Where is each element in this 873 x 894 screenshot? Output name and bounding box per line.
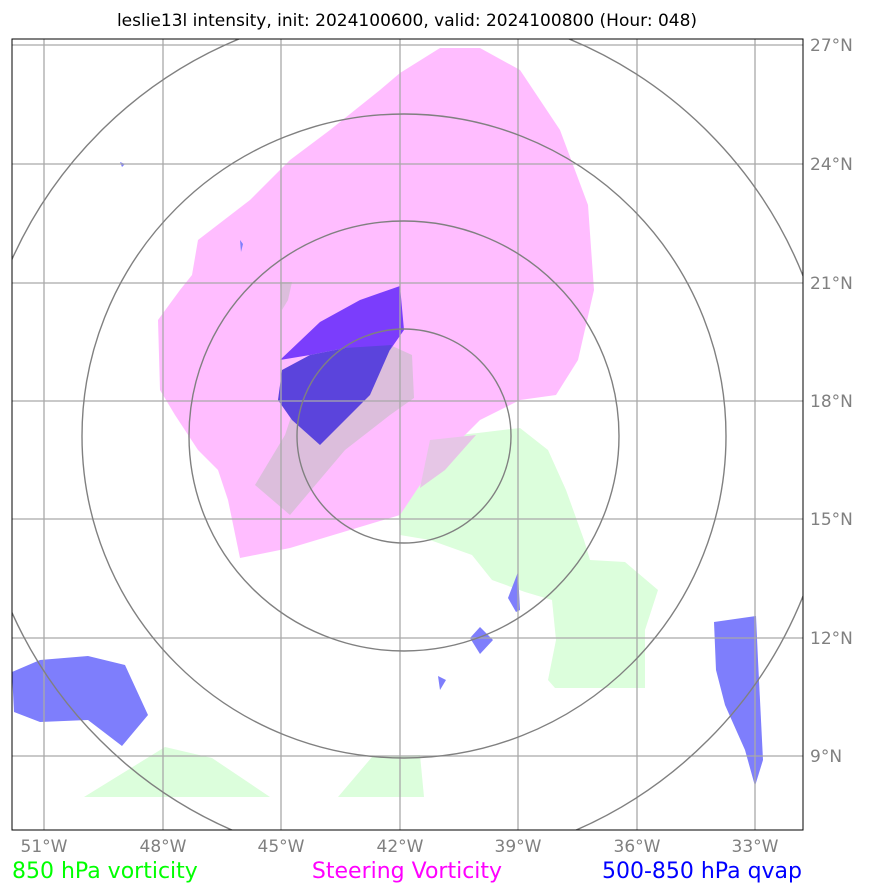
graticule bbox=[12, 39, 803, 830]
lon-label-39w: 39°W bbox=[495, 837, 542, 857]
steering-vorticity-spine bbox=[280, 282, 292, 310]
legend-850-hpa-vorticity: 850 hPa vorticity bbox=[12, 859, 198, 884]
qvap-patch-central-2 bbox=[470, 627, 493, 654]
lat-label-21n: 21°N bbox=[810, 274, 853, 294]
range-ring-1 bbox=[296, 328, 512, 544]
legend-500-850-hpa-qvap: 500-850 hPa qvap bbox=[602, 859, 802, 884]
qvap-patch-dot-2 bbox=[240, 240, 243, 252]
qvap-patch-east bbox=[714, 616, 763, 786]
range-ring-3 bbox=[81, 113, 727, 759]
qvap-core-lower bbox=[278, 345, 392, 445]
legend-steering-vorticity: Steering Vorticity bbox=[312, 859, 502, 884]
qvap-core-upper bbox=[280, 286, 404, 360]
range-ring-2 bbox=[188, 220, 620, 652]
lat-label-27n: 27°N bbox=[810, 36, 853, 56]
range-rings bbox=[12, 39, 803, 830]
map-title: leslie13l intensity, init: 2024100600, v… bbox=[117, 11, 697, 31]
layer-qvap bbox=[12, 162, 763, 786]
lat-label-18n: 18°N bbox=[810, 392, 853, 412]
qvap-patch-central-1 bbox=[508, 572, 520, 612]
vorticity-850-patch-east bbox=[398, 428, 658, 688]
map-area bbox=[12, 39, 803, 830]
longitude-labels: 51°W 48°W 45°W 42°W 39°W 36°W 33°W bbox=[21, 837, 779, 857]
lat-label-12n: 12°N bbox=[810, 629, 853, 649]
lon-label-36w: 36°W bbox=[614, 837, 661, 857]
legend: 850 hPa vorticity Steering Vorticity 500… bbox=[12, 859, 802, 884]
lon-label-51w: 51°W bbox=[21, 837, 68, 857]
lon-label-48w: 48°W bbox=[140, 837, 187, 857]
qvap-patch-central-3 bbox=[438, 676, 446, 690]
map-frame bbox=[11, 38, 804, 831]
qvap-patch-west bbox=[12, 656, 148, 746]
layer-850-hpa-vorticity bbox=[84, 428, 658, 797]
lat-label-9n: 9°N bbox=[810, 747, 842, 767]
vorticity-850-patch-south bbox=[338, 755, 424, 797]
lon-label-45w: 45°W bbox=[258, 837, 305, 857]
vorticity-850-patch-southwest bbox=[84, 747, 270, 797]
lat-label-15n: 15°N bbox=[810, 510, 853, 530]
latitude-labels: 27°N 24°N 21°N 18°N 15°N 12°N 9°N bbox=[810, 36, 853, 767]
lat-label-24n: 24°N bbox=[810, 155, 853, 175]
lon-label-33w: 33°W bbox=[732, 837, 779, 857]
steering-vorticity-overlap-east bbox=[420, 435, 476, 488]
lon-label-42w: 42°W bbox=[377, 837, 424, 857]
